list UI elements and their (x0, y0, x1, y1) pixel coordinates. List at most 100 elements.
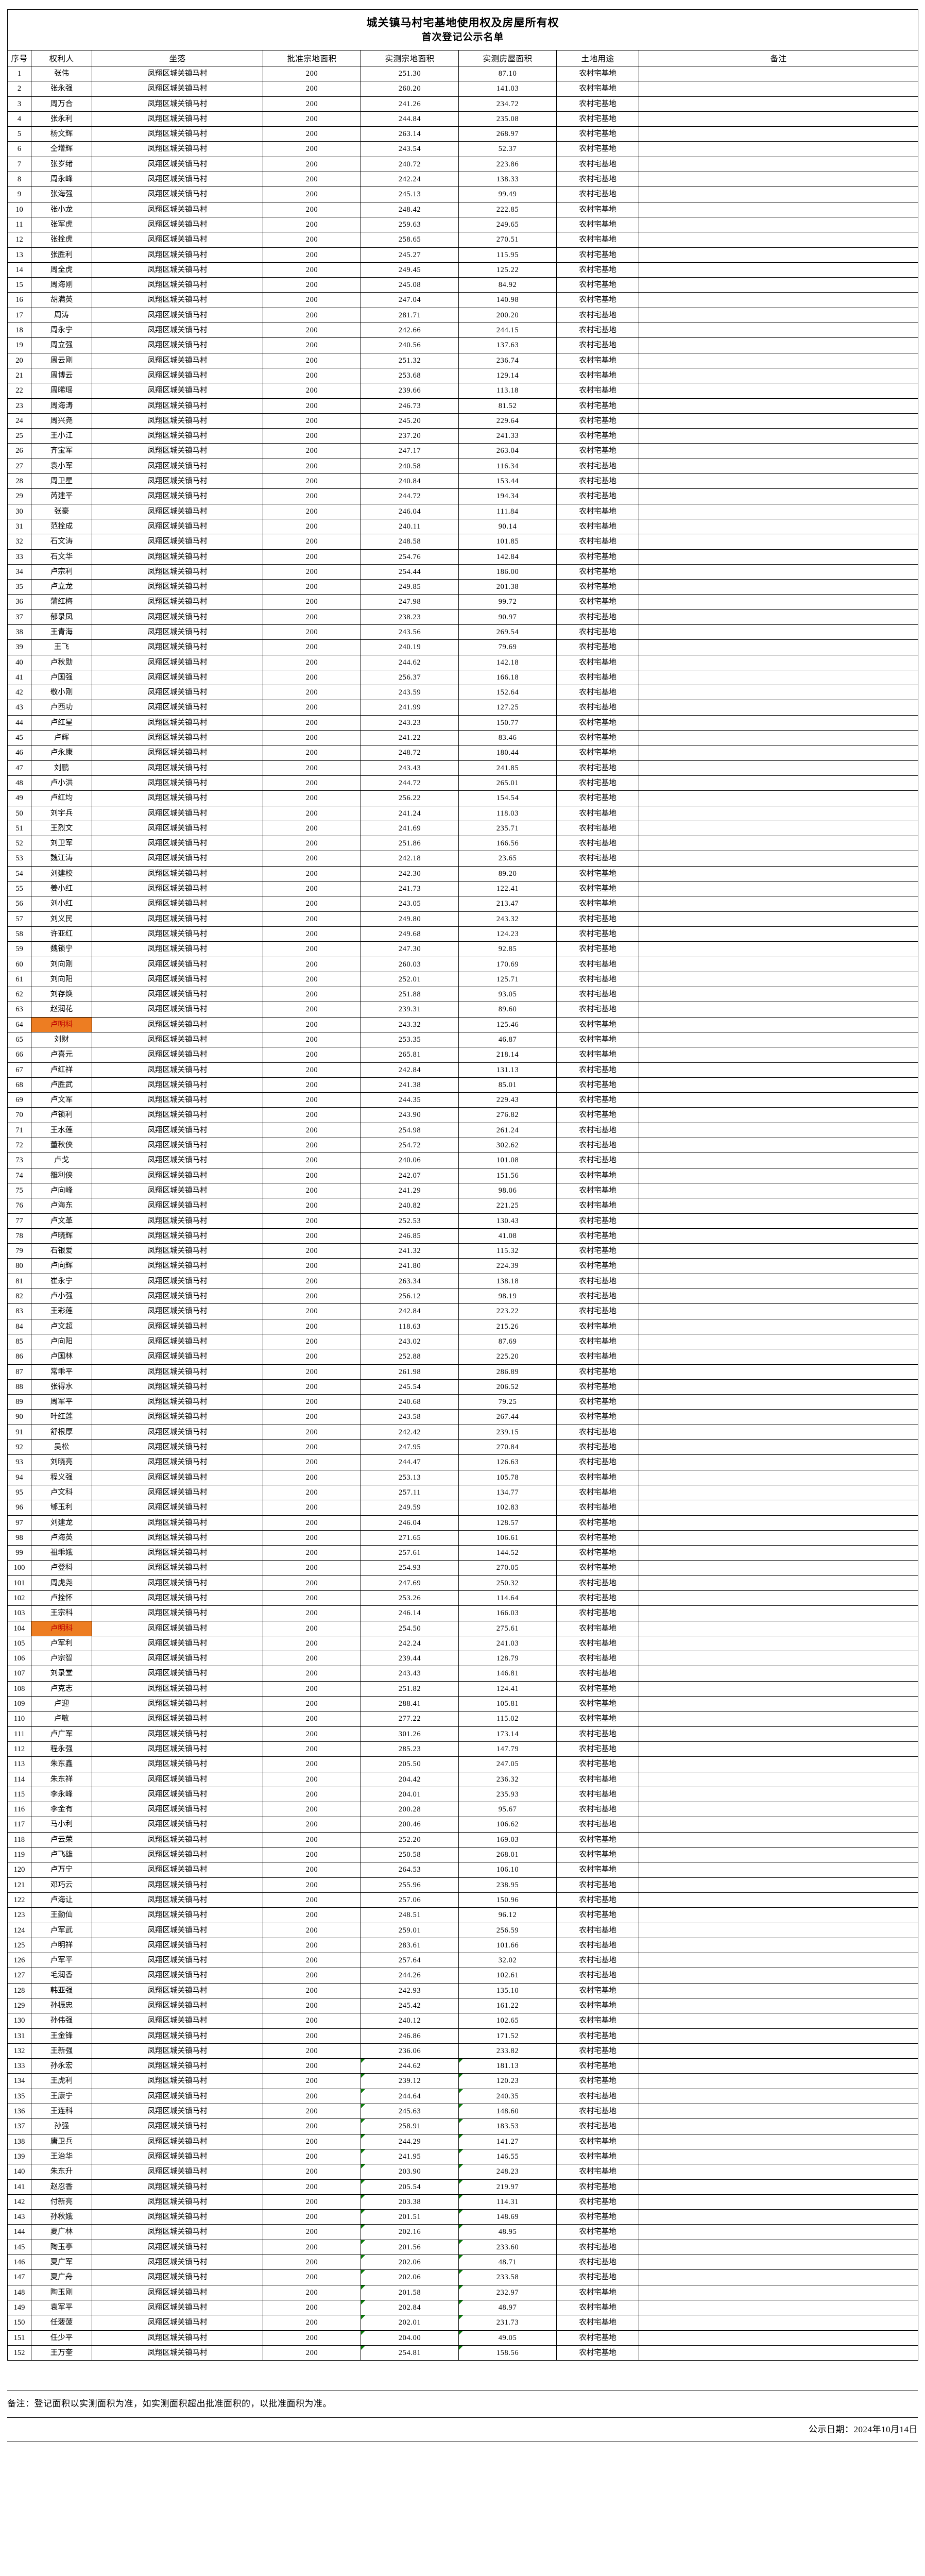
table-row: 131 王金锋 凤翔区城关镇马村 200 246.86 171.52 农村宅基地 (7, 2028, 918, 2044)
cell-remark (639, 488, 918, 504)
cell-land: 240.19 (361, 639, 459, 655)
cell-house: 124.23 (458, 926, 557, 942)
cell-approved: 200 (263, 715, 361, 731)
table-row: 111 卢广军 凤翔区城关镇马村 200 301.26 173.14 农村宅基地 (7, 1726, 918, 1742)
cell-owner: 王水莲 (31, 1122, 92, 1139)
cell-approved: 200 (263, 352, 361, 368)
cell-loc: 凤翔区城关镇马村 (92, 926, 263, 942)
cell-land: 242.30 (361, 866, 459, 882)
title-row: 城关镇马村宅基地使用权及房屋所有权 首次登记公示名单 (7, 9, 918, 50)
cell-land: 256.22 (361, 790, 459, 806)
cell-use: 农村宅基地 (556, 805, 639, 821)
cell-owner: 周虎尧 (31, 1575, 92, 1591)
cell-approved: 200 (263, 141, 361, 157)
cell-seq: 80 (7, 1258, 31, 1274)
cell-house: 229.43 (458, 1092, 557, 1108)
cell-seq: 55 (7, 881, 31, 897)
cell-approved: 200 (263, 2133, 361, 2149)
cell-approved: 200 (263, 458, 361, 474)
cell-loc: 凤翔区城关镇马村 (92, 1590, 263, 1606)
table-row: 98 卢海英 凤翔区城关镇马村 200 271.65 106.61 农村宅基地 (7, 1530, 918, 1546)
cell-use: 农村宅基地 (556, 685, 639, 701)
table-row: 73 卢戈 凤翔区城关镇马村 200 240.06 101.08 农村宅基地 (7, 1153, 918, 1168)
cell-seq: 23 (7, 398, 31, 414)
cell-seq: 86 (7, 1349, 31, 1365)
cell-loc: 凤翔区城关镇马村 (92, 1198, 263, 1214)
cell-house: 233.60 (458, 2239, 557, 2256)
cell-house: 101.08 (458, 1153, 557, 1168)
cell-seq: 36 (7, 594, 31, 610)
cell-loc: 凤翔区城关镇马村 (92, 1484, 263, 1501)
table-row: 22 周晞瑶 凤翔区城关镇马村 200 239.66 113.18 农村宅基地 (7, 383, 918, 399)
cell-owner: 王勤仙 (31, 1907, 92, 1923)
cell-land: 247.98 (361, 594, 459, 610)
cell-remark (639, 956, 918, 972)
cell-loc: 凤翔区城关镇马村 (92, 579, 263, 595)
cell-owner: 卢宗智 (31, 1651, 92, 1667)
cell-seq: 120 (7, 1862, 31, 1878)
cell-remark (639, 1590, 918, 1606)
cell-land: 247.95 (361, 1439, 459, 1455)
cell-loc: 凤翔区城关镇马村 (92, 2104, 263, 2120)
cell-remark (639, 2194, 918, 2210)
cell-use: 农村宅基地 (556, 503, 639, 519)
cell-land: 261.98 (361, 1364, 459, 1380)
cell-owner: 卢万宁 (31, 1862, 92, 1878)
cell-owner: 朱东鑫 (31, 1756, 92, 1772)
cell-remark (639, 1968, 918, 1984)
cell-remark (639, 1333, 918, 1350)
cell-seq: 27 (7, 458, 31, 474)
cell-use: 农村宅基地 (556, 323, 639, 338)
cell-use: 农村宅基地 (556, 1937, 639, 1954)
cell-house: 98.06 (458, 1182, 557, 1199)
cell-land: 245.54 (361, 1379, 459, 1395)
cell-owner: 周兴尧 (31, 413, 92, 429)
table-row: 54 刘建校 凤翔区城关镇马村 200 242.30 89.20 农村宅基地 (7, 866, 918, 882)
cell-land: 241.73 (361, 881, 459, 897)
cell-approved: 200 (263, 1273, 361, 1290)
cell-approved: 200 (263, 2043, 361, 2059)
cell-use: 农村宅基地 (556, 1635, 639, 1652)
cell-seq: 99 (7, 1545, 31, 1561)
cell-seq: 131 (7, 2028, 31, 2044)
cell-land: 246.85 (361, 1228, 459, 1244)
cell-loc: 凤翔区城关镇马村 (92, 1832, 263, 1848)
cell-approved: 200 (263, 1651, 361, 1667)
cell-use: 农村宅基地 (556, 2148, 639, 2165)
table-row: 110 卢敏 凤翔区城关镇马村 200 277.22 115.02 农村宅基地 (7, 1711, 918, 1727)
cell-owner: 卢向阳 (31, 1333, 92, 1350)
cell-owner: 孙伟强 (31, 2013, 92, 2029)
table-row: 97 刘建龙 凤翔区城关镇马村 200 246.04 128.57 农村宅基地 (7, 1515, 918, 1531)
cell-use: 农村宅基地 (556, 700, 639, 716)
cell-remark (639, 1771, 918, 1787)
cell-land: 202.01 (361, 2315, 459, 2331)
cell-use: 农村宅基地 (556, 1590, 639, 1606)
cell-land: 200.46 (361, 1817, 459, 1833)
cell-land: 244.26 (361, 1968, 459, 1984)
cell-approved: 200 (263, 65, 361, 82)
cell-seq: 71 (7, 1122, 31, 1139)
cell-seq: 16 (7, 292, 31, 308)
table-row: 90 叶红莲 凤翔区城关镇马村 200 243.58 267.44 农村宅基地 (7, 1409, 918, 1425)
table-row: 143 孙秋娥 凤翔区城关镇马村 200 201.51 148.69 农村宅基地 (7, 2209, 918, 2225)
cell-seq: 38 (7, 624, 31, 640)
cell-loc: 凤翔区城关镇马村 (92, 1289, 263, 1304)
cell-seq: 59 (7, 941, 31, 957)
cell-land: 237.20 (361, 428, 459, 444)
cell-remark (639, 2058, 918, 2074)
cell-owner: 卢军利 (31, 1635, 92, 1652)
table-row: 58 许亚红 凤翔区城关镇马村 200 249.68 124.23 农村宅基地 (7, 926, 918, 942)
cell-loc: 凤翔区城关镇马村 (92, 126, 263, 142)
cell-owner: 周永峰 (31, 172, 92, 188)
cell-use: 农村宅基地 (556, 172, 639, 188)
cell-seq: 113 (7, 1756, 31, 1772)
cell-house: 248.23 (458, 2164, 557, 2180)
table-row: 56 刘小红 凤翔区城关镇马村 200 243.05 213.47 农村宅基地 (7, 896, 918, 912)
cell-land: 249.80 (361, 911, 459, 927)
cell-loc: 凤翔区城关镇马村 (92, 2284, 263, 2300)
notice-table: 城关镇马村宅基地使用权及房屋所有权 首次登记公示名单 序号 权利人 坐落 批准宗地面积… (7, 9, 918, 2361)
cell-use: 农村宅基地 (556, 458, 639, 474)
cell-land: 260.20 (361, 81, 459, 97)
cell-land: 254.72 (361, 1138, 459, 1154)
cell-remark (639, 65, 918, 82)
